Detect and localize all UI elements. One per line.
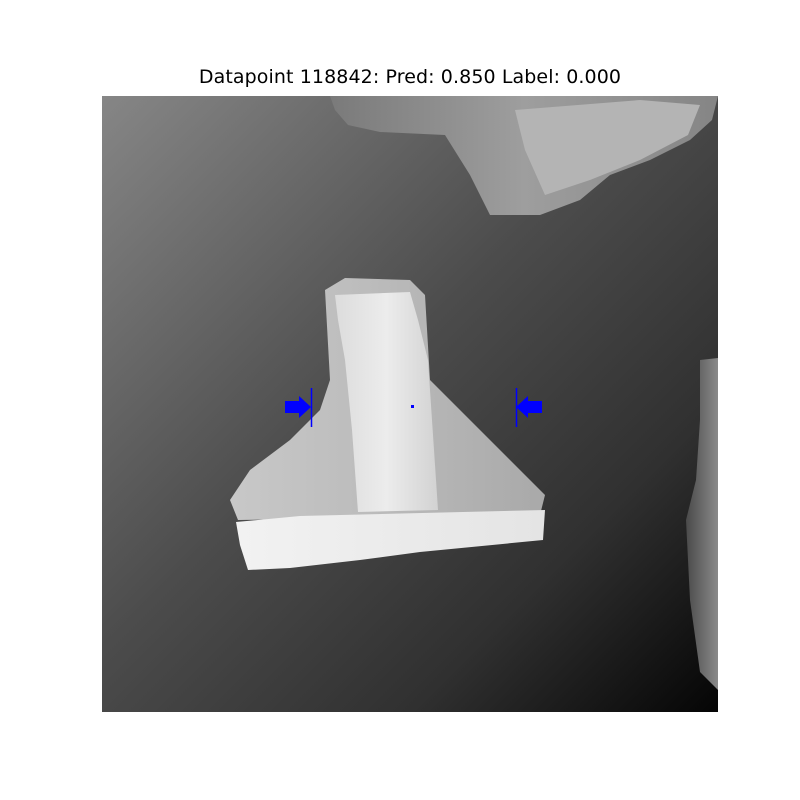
arrow-right-icon: [285, 396, 311, 418]
arrow-left-icon: [516, 396, 542, 418]
grasp-visualization: [285, 388, 542, 427]
dot-icon: [411, 405, 414, 408]
top-object-highlight: [515, 100, 700, 195]
figure-title: Datapoint 118842: Pred: 0.850 Label: 0.0…: [198, 66, 622, 88]
right-edge-object: [686, 358, 718, 690]
object-base: [236, 510, 545, 570]
object-stem: [335, 292, 438, 512]
